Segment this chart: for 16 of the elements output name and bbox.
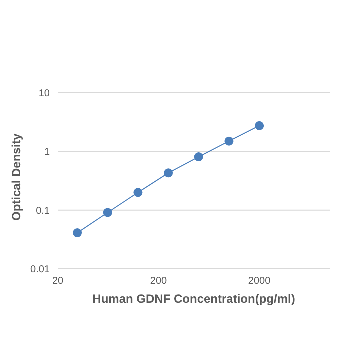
point — [103, 208, 112, 218]
y-tick-label: 10 — [38, 88, 50, 100]
point — [134, 188, 143, 198]
point — [164, 168, 174, 178]
point — [224, 136, 234, 146]
x-tick-label: 20 — [52, 276, 64, 288]
y-tick-label: 0.1 — [36, 206, 50, 217]
y-tick-label: 1 — [44, 147, 50, 158]
y-axis-title: Optical Density — [9, 133, 24, 221]
x-axis-title: Human GDNF Concentration(pg/ml) — [92, 292, 296, 306]
point — [255, 121, 264, 130]
point — [194, 152, 204, 162]
x-tick-label: 2000 — [248, 276, 272, 288]
point — [73, 228, 82, 238]
y-tick-label: 0.01 — [30, 264, 50, 276]
x-tick-label: 200 — [150, 276, 168, 288]
